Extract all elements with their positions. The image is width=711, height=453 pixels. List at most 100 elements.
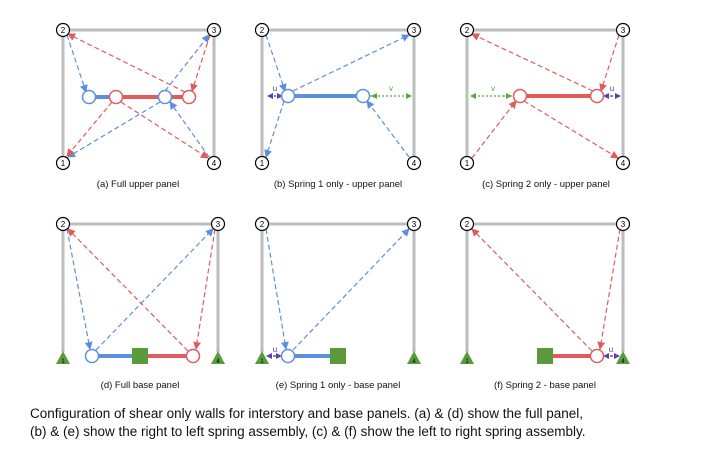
fixed-anchor: [132, 348, 148, 364]
pin-support: [616, 351, 630, 364]
link-arrows-e: [265, 228, 410, 351]
panel-c: v u 2 3 1 4 (c) Spring 2 only - upper pa…: [459, 22, 631, 190]
link-arrow: [599, 34, 620, 92]
spring-node-red: [512, 88, 528, 104]
panel-label: (a) Full upper panel: [97, 179, 179, 190]
fixed-anchor: [537, 348, 553, 364]
link-arrow: [66, 34, 88, 93]
node-label: 2: [260, 220, 265, 229]
link-arrow: [471, 228, 593, 352]
spring-node-red: [181, 89, 197, 105]
dof-label-u: u: [610, 84, 614, 93]
caption-line: Configuration of shear only walls for in…: [30, 406, 584, 421]
panel-b: u v 2 3 1 4 (b) Spring 1 only - upper pa…: [254, 22, 422, 190]
frame-f: [465, 222, 625, 352]
link-arrow: [471, 100, 517, 159]
node-label: 3: [412, 26, 417, 35]
link-arrow: [366, 100, 410, 158]
pin-support: [460, 351, 474, 364]
caption-line: (b) & (e) show the right to left spring …: [30, 424, 586, 439]
link-arrows-d: [66, 228, 216, 352]
link-arrow: [67, 33, 186, 93]
dof-label-v: v: [389, 84, 393, 93]
node-label: 1: [260, 159, 265, 168]
panel-label: (c) Spring 2 only - upper panel: [482, 179, 610, 190]
link-arrow: [292, 34, 410, 92]
link-arrows-a: [66, 33, 211, 159]
pin-support: [407, 351, 421, 364]
node-label: 2: [465, 220, 470, 229]
spring-node-red: [589, 88, 605, 104]
link-arrow: [120, 101, 209, 159]
panel-label: (b) Spring 1 only - upper panel: [274, 179, 402, 190]
pin-support: [255, 351, 269, 364]
frame-c: [465, 28, 625, 163]
node-label: 4: [621, 159, 626, 168]
link-arrow: [190, 34, 211, 92]
node-label: 4: [412, 159, 417, 168]
frame-e: [260, 222, 416, 352]
link-arrow: [66, 101, 113, 157]
spring-node-red: [589, 348, 605, 364]
dof-label-u: u: [273, 345, 277, 354]
corner-nodes-a: 2 3 1 4: [55, 22, 222, 171]
spring-node-blue: [81, 89, 97, 105]
node-label: 1: [61, 159, 66, 168]
corner-nodes-e: 2 3: [254, 216, 422, 232]
dof-label-u: u: [609, 345, 613, 354]
node-label: 3: [621, 220, 626, 229]
node-label: 1: [465, 159, 470, 168]
link-arrow: [597, 228, 621, 350]
frame-d: [61, 222, 220, 352]
corner-nodes-d: 2 3: [55, 216, 226, 232]
link-arrow: [169, 101, 210, 158]
corner-nodes-b: 2 3 1 4: [254, 22, 422, 171]
link-arrow: [265, 34, 287, 92]
node-label: 3: [212, 26, 217, 35]
spring-node-blue: [84, 348, 100, 364]
link-arrows-f: [471, 228, 621, 352]
link-arrow: [471, 33, 594, 92]
node-label: 3: [621, 26, 626, 35]
fixed-anchor: [330, 348, 346, 364]
link-arrows-b: [264, 34, 410, 158]
link-arrow: [67, 101, 161, 158]
link-arrow: [193, 228, 216, 350]
link-arrow: [265, 228, 289, 350]
spring-node-blue: [280, 348, 296, 364]
node-label: 1: [61, 359, 65, 365]
frame-b: [260, 28, 416, 163]
node-label: 3: [216, 220, 221, 229]
frame-a: [61, 28, 216, 163]
node-label: 2: [61, 220, 66, 229]
dof-label-v: v: [491, 84, 495, 93]
corner-nodes-c: 2 3 1 4: [459, 22, 631, 171]
node-label: 3: [412, 220, 417, 229]
node-label: 4: [412, 359, 416, 365]
link-arrow: [95, 228, 214, 351]
link-arrow: [66, 228, 93, 350]
panel-label: (d) Full base panel: [101, 380, 180, 391]
node-label: 4: [216, 359, 220, 365]
node-label: 2: [61, 26, 66, 35]
panel-label: (e) Spring 1 only - base panel: [276, 380, 401, 391]
spring-node-blue: [157, 89, 173, 105]
panel-e: u 1 4 2 3 (e) Spring 1 only - base panel: [254, 216, 422, 391]
spring-node-blue: [355, 88, 371, 104]
dof-label-u: u: [273, 84, 277, 93]
spring-node-red: [185, 348, 201, 364]
spring-node-blue: [280, 88, 296, 104]
node-label: 2: [260, 26, 265, 35]
link-arrows-c: [471, 33, 620, 159]
pin-support: [56, 351, 70, 364]
link-arrow: [67, 228, 189, 352]
node-label: 4: [212, 159, 217, 168]
node-label: 4: [621, 359, 625, 365]
node-label: 1: [260, 359, 264, 365]
panel-d: 1 4 2 3 (d) Full base panel: [55, 216, 226, 391]
link-arrow: [523, 100, 619, 159]
spring-node-red: [108, 89, 124, 105]
link-arrow: [264, 100, 285, 158]
corner-nodes-f: 2 3: [459, 216, 631, 232]
